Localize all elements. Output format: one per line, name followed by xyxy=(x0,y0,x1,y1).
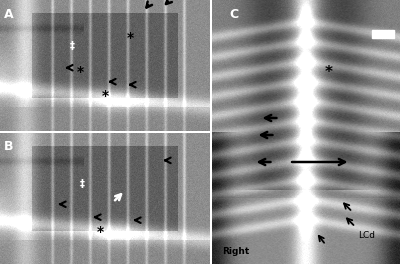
Text: *: * xyxy=(76,65,84,79)
Text: B: B xyxy=(4,140,14,153)
Text: *: * xyxy=(102,89,108,103)
Text: *: * xyxy=(126,31,134,45)
Text: C: C xyxy=(230,8,239,21)
Text: Right: Right xyxy=(222,247,249,256)
Text: ‡: ‡ xyxy=(70,41,74,51)
Text: *: * xyxy=(325,64,333,79)
Text: LCd: LCd xyxy=(358,231,376,240)
Text: ‡: ‡ xyxy=(80,179,84,189)
Bar xyxy=(372,30,394,38)
Text: A: A xyxy=(4,8,14,21)
Text: *: * xyxy=(96,225,104,239)
